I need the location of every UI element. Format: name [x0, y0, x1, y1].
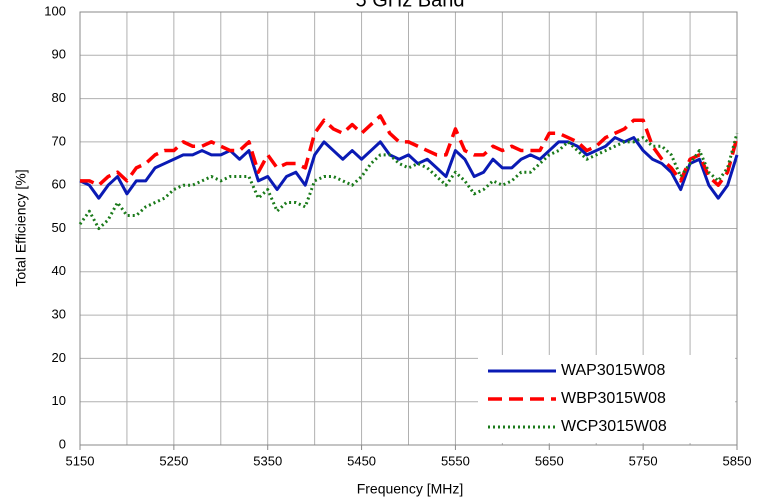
x-tick-label: 5650	[535, 453, 564, 468]
y-tick-label: 20	[52, 350, 66, 365]
x-axis-title: Frequency [MHz]	[357, 481, 464, 497]
y-tick-label: 70	[52, 133, 66, 148]
y-tick-label: 80	[52, 90, 66, 105]
x-tick-label: 5250	[159, 453, 188, 468]
plot-frame	[79, 11, 738, 446]
y-tick-label: 40	[52, 263, 66, 278]
series-line	[79, 136, 739, 200]
x-tick-label: 5150	[66, 453, 95, 468]
series-line	[78, 132, 739, 230]
y-tick-label: 90	[52, 47, 66, 62]
plot-lines	[78, 114, 739, 230]
series-line	[80, 114, 739, 187]
y-tick-label: 100	[44, 3, 66, 18]
x-tick-label: 5550	[441, 453, 470, 468]
y-tick-label: 10	[52, 393, 66, 408]
y-tick-label: 30	[52, 307, 66, 322]
y-tick-label: 60	[52, 177, 66, 192]
x-tick-label: 5450	[347, 453, 376, 468]
x-tick-label: 5750	[629, 453, 658, 468]
y-tick-label: 50	[52, 220, 66, 235]
chart-title: 5 GHz Band	[356, 0, 465, 11]
y-axis-title: Total Efficiency [%]	[13, 169, 29, 286]
legend-label: WAP3015W08	[561, 362, 665, 379]
x-tick-label: 5350	[253, 453, 282, 468]
x-tick-label: 5850	[723, 453, 752, 468]
y-tick-label: 0	[59, 436, 66, 451]
legend-label: WBP3015W08	[561, 390, 666, 407]
legend-label: WCP3015W08	[561, 418, 667, 435]
